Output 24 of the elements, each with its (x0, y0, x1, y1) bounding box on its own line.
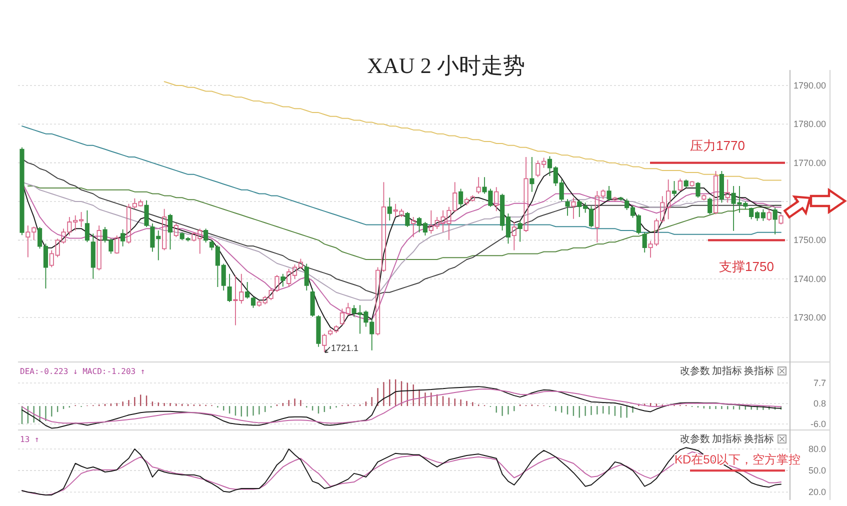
y-tick-label: 0.8 (813, 398, 826, 409)
y-tick-label: 1750.00 (793, 235, 826, 246)
annotation: 13 ↑ (20, 434, 40, 444)
y-tick-label: 7.7 (813, 378, 826, 388)
y-tick-label: 1730.00 (793, 312, 826, 323)
y-tick-label: 1770.00 (793, 158, 826, 168)
chart-title: XAU 2 小时走势 (367, 53, 525, 78)
y-tick-label: 1780.00 (793, 119, 826, 130)
annotation: 1721.1 (331, 343, 359, 353)
annotation: 加指标 (712, 432, 742, 444)
y-tick-label: -6.0 (810, 419, 826, 430)
annotation: 改参数 (680, 364, 710, 376)
y-tick-label: 1790.00 (793, 80, 826, 90)
y-tick-label: 80.0 (808, 444, 826, 454)
y-tick-label: 50.0 (808, 466, 826, 476)
annotation: 换指标 (744, 364, 774, 376)
annotation: 改参数 (680, 432, 710, 444)
annotation: 加指标 (712, 364, 742, 376)
ref-line-label: 支撑1750 (719, 258, 774, 274)
annotation: 换指标 (744, 432, 774, 444)
y-tick-label: 20.0 (808, 487, 826, 498)
y-tick-label: 1740.00 (793, 274, 826, 284)
ref-line-label: 压力1770 (690, 137, 745, 152)
annotation: DEA:-0.223 ↓ MACD:-1.203 ↑ (20, 366, 146, 376)
